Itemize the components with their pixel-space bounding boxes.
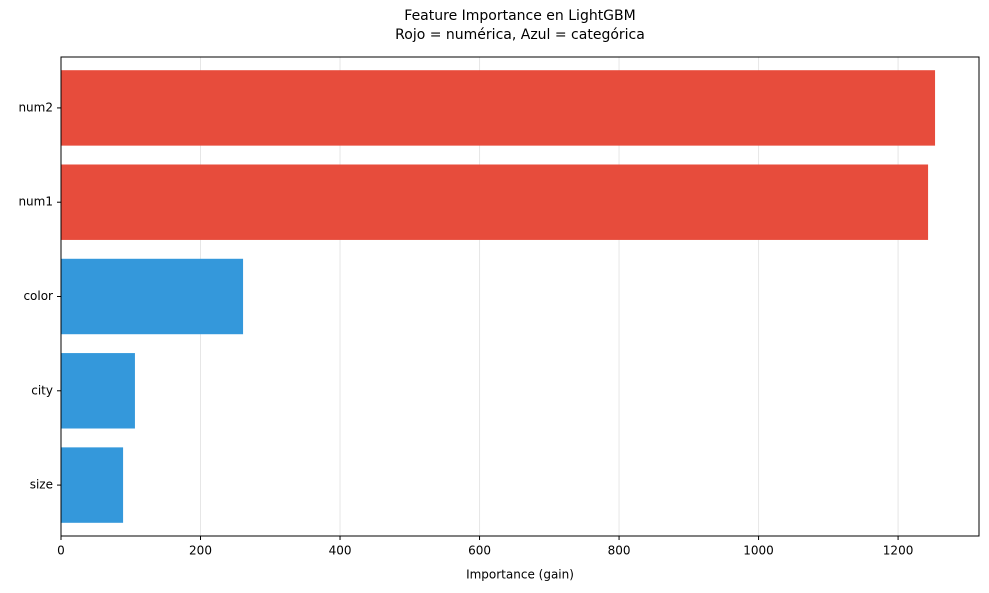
y-tick-label: color — [23, 289, 53, 303]
x-axis-label: Importance (gain) — [466, 568, 574, 582]
x-tick-label: 800 — [608, 544, 631, 558]
chart-title: Feature Importance en LightGBM — [404, 8, 635, 24]
y-tick-label: num1 — [18, 195, 53, 209]
bar — [61, 353, 135, 429]
y-tick-label: size — [30, 478, 53, 492]
bar — [61, 447, 124, 523]
chart-subtitle: Rojo = numérica, Azul = categórica — [395, 27, 645, 43]
x-tick-label: 0 — [57, 544, 65, 558]
bar — [61, 70, 936, 146]
x-tick-label: 200 — [189, 544, 212, 558]
x-tick-label: 400 — [329, 544, 352, 558]
y-tick-label: city — [31, 383, 53, 397]
y-tick-label: num2 — [18, 100, 53, 114]
x-tick-label: 600 — [468, 544, 491, 558]
x-tick-label: 1200 — [883, 544, 914, 558]
plot-frame — [60, 56, 980, 537]
bar — [61, 164, 929, 240]
bar — [61, 258, 244, 335]
x-tick-label: 1000 — [743, 544, 774, 558]
